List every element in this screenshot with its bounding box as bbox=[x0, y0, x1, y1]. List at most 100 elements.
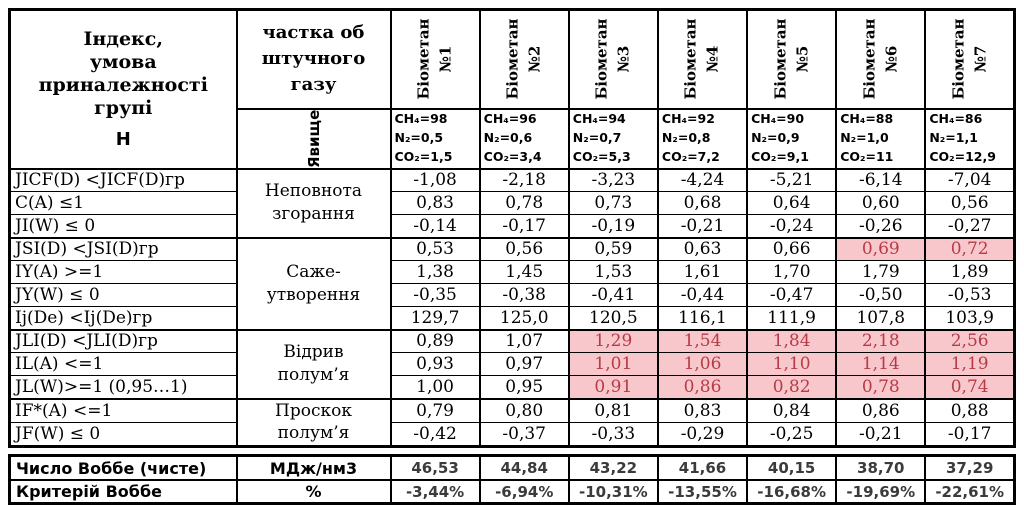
value-cell: 0,53 bbox=[389, 236, 481, 261]
index-header-letter: Н bbox=[115, 128, 131, 150]
biomethane-header-2: Біометан №2 bbox=[478, 9, 570, 109]
value-cell: 0,82 bbox=[746, 375, 838, 399]
table-row: IY(A) >=1 1,38 1,45 1,53 1,61 1,70 1,79 … bbox=[8, 260, 1016, 284]
value-cell: -1,08 bbox=[389, 167, 481, 192]
value-cell: 125,0 bbox=[478, 306, 570, 330]
value-cell: 129,7 bbox=[389, 306, 481, 330]
value-cell: -6,14 bbox=[835, 167, 927, 192]
value-cell: 0,84 bbox=[746, 397, 838, 424]
index-header-cell: Індекс, умова приналежності групі Н bbox=[8, 9, 238, 169]
value-cell: 111,9 bbox=[746, 306, 838, 330]
biomethane-name: Біометан bbox=[592, 18, 611, 100]
biomethane-name: Біометан bbox=[770, 18, 789, 100]
value-cell: -0,47 bbox=[746, 283, 838, 307]
table-row: Ij(De) <Ij(De)гр 129,7 125,0 120,5 116,1… bbox=[8, 306, 1016, 330]
value-cell: 0,59 bbox=[567, 236, 659, 261]
value-cell: -13,55% bbox=[656, 478, 749, 505]
share-header-text: частка об штучного газу bbox=[261, 22, 366, 96]
value-cell: -2,18 bbox=[478, 167, 570, 192]
value-cell: -0,21 bbox=[835, 422, 927, 448]
value-cell: 1,29 bbox=[567, 328, 659, 353]
value-cell: -0,24 bbox=[746, 214, 838, 238]
biomethane-header-3: Біометан №3 bbox=[567, 9, 659, 109]
group-label-flashback: Проскок полум’я bbox=[235, 397, 392, 448]
value-cell: 1,84 bbox=[746, 328, 838, 353]
value-cell: 0,64 bbox=[746, 191, 838, 215]
biomethane-name: Біометан bbox=[414, 18, 433, 100]
biomethane-number: №7 bbox=[970, 45, 989, 73]
value-cell: 0,56 bbox=[478, 236, 570, 261]
value-cell: 1,14 bbox=[835, 352, 927, 376]
table-row: JSI(D) <JSI(D)гр Саже- утворення 0,53 0,… bbox=[8, 236, 1016, 330]
biomethane-header-4: Біометан №4 bbox=[656, 9, 749, 109]
biomethane-number: №1 bbox=[436, 45, 455, 73]
table-row: JL(W)>=1 (0,95…1) 1,00 0,95 0,91 0,86 0,… bbox=[8, 375, 1016, 399]
row-label: IL(A) <=1 bbox=[8, 352, 238, 376]
value-cell: -0,17 bbox=[478, 214, 570, 238]
value-cell: -0,42 bbox=[389, 422, 481, 448]
biomethane-number: №5 bbox=[792, 45, 811, 73]
row-label: C(A) ≤1 bbox=[8, 191, 238, 215]
value-cell: -5,21 bbox=[746, 167, 838, 192]
value-cell: -19,69% bbox=[835, 478, 927, 505]
value-cell: -3,23 bbox=[567, 167, 659, 192]
phenomenon-label: Явище bbox=[304, 109, 323, 168]
value-cell: -0,25 bbox=[746, 422, 838, 448]
value-cell: -0,33 bbox=[567, 422, 659, 448]
value-cell: -0,50 bbox=[835, 283, 927, 307]
value-cell: 116,1 bbox=[656, 306, 749, 330]
value-cell: 0,73 bbox=[567, 191, 659, 215]
table-row: IF*(A) <=1 Проскок полум’я 0,79 0,80 0,8… bbox=[8, 397, 1016, 448]
value-cell: 0,83 bbox=[656, 397, 749, 424]
value-cell: 0,95 bbox=[478, 375, 570, 399]
value-cell: 0,68 bbox=[656, 191, 749, 215]
value-cell: 0,72 bbox=[924, 236, 1016, 261]
value-cell: -4,24 bbox=[656, 167, 749, 192]
value-cell: 0,66 bbox=[746, 236, 838, 261]
biomethane-number: №2 bbox=[525, 45, 544, 73]
biomethane-header-6: Біометан №6 bbox=[835, 9, 927, 109]
table-row: JICF(D) <JICF(D)гр Неповнота згорання -1… bbox=[8, 167, 1016, 238]
header-row-composition: Явище CH₄=98 N₂=0,5 CO₂=1,5 CH₄=96 N₂=0,… bbox=[10, 107, 1016, 169]
biomethane-header-7: Біометан №7 bbox=[924, 9, 1016, 109]
value-cell: 40,15 bbox=[746, 454, 838, 481]
group-label-flame-liftoff: Відрив полум’я bbox=[235, 328, 392, 399]
value-cell: 0,97 bbox=[478, 352, 570, 376]
value-cell: 0,81 bbox=[567, 397, 659, 424]
composition-cell-1: CH₄=98 N₂=0,5 CO₂=1,5 bbox=[389, 107, 481, 169]
value-cell: 1,53 bbox=[567, 260, 659, 284]
group-label-incomplete-combustion: Неповнота згорання bbox=[235, 167, 392, 238]
value-cell: 1,89 bbox=[924, 260, 1016, 284]
value-cell: -0,21 bbox=[656, 214, 749, 238]
table-row: JI(W) ≤ 0 -0,14 -0,17 -0,19 -0,21 -0,24 … bbox=[8, 214, 1016, 238]
value-cell: 0,79 bbox=[389, 397, 481, 424]
table-row: JLI(D) <JLI(D)гр Відрив полум’я 0,89 1,0… bbox=[8, 328, 1016, 399]
value-cell: 44,84 bbox=[478, 454, 570, 481]
composition-cell-4: CH₄=92 N₂=0,8 CO₂=7,2 bbox=[656, 107, 749, 169]
value-cell: 43,22 bbox=[567, 454, 659, 481]
wobbe-criterion-label: Критерій Воббе bbox=[8, 478, 238, 505]
value-cell: -0,53 bbox=[924, 283, 1016, 307]
value-cell: 2,18 bbox=[835, 328, 927, 353]
value-cell: 1,00 bbox=[389, 375, 481, 399]
value-cell: 1,79 bbox=[835, 260, 927, 284]
row-label: JF(W) ≤ 0 bbox=[8, 422, 238, 448]
value-cell: 0,63 bbox=[656, 236, 749, 261]
table-row: JF(W) ≤ 0 -0,42 -0,37 -0,33 -0,29 -0,25 … bbox=[8, 422, 1016, 448]
composition-cell-2: CH₄=96 N₂=0,6 CO₂=3,4 bbox=[478, 107, 570, 169]
biomethane-header-1: Біометан №1 bbox=[389, 9, 481, 109]
criteria-table: Індекс, умова приналежності групі Н част… bbox=[8, 8, 1016, 449]
value-cell: 0,93 bbox=[389, 352, 481, 376]
value-cell: 37,29 bbox=[924, 454, 1016, 481]
value-cell: -0,37 bbox=[478, 422, 570, 448]
value-cell: -0,41 bbox=[567, 283, 659, 307]
value-cell: 1,45 bbox=[478, 260, 570, 284]
value-cell: -0,14 bbox=[389, 214, 481, 238]
value-cell: 1,61 bbox=[656, 260, 749, 284]
value-cell: 0,60 bbox=[835, 191, 927, 215]
value-cell: -22,61% bbox=[924, 478, 1016, 505]
value-cell: -0,26 bbox=[835, 214, 927, 238]
composition-cell-5: CH₄=90 N₂=0,9 CO₂=9,1 bbox=[746, 107, 838, 169]
value-cell: 0,83 bbox=[389, 191, 481, 215]
